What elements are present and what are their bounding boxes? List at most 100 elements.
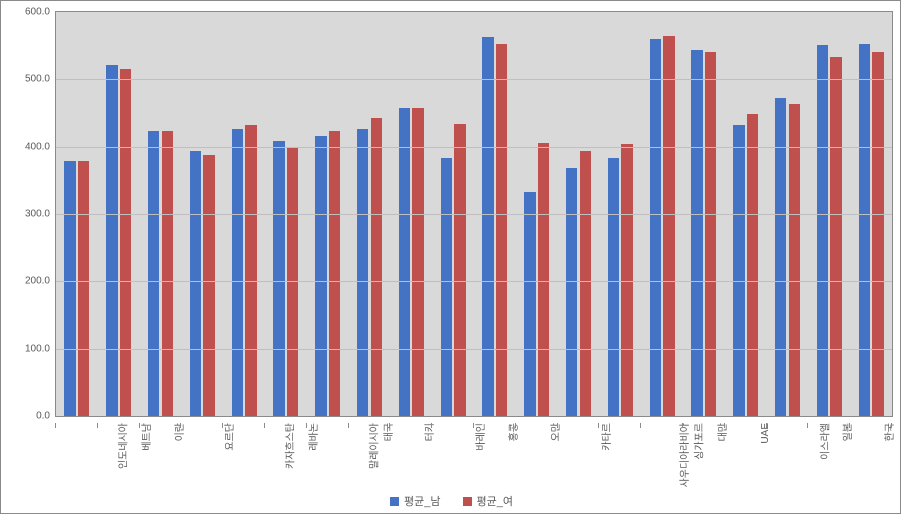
y-tick-label: 400.0 [25, 141, 56, 152]
legend-label: 평균_여 [477, 493, 513, 509]
x-tick-label: 오만 [547, 423, 562, 441]
gridline [56, 79, 892, 80]
bar [371, 118, 383, 416]
x-tick-label: 일본 [839, 423, 854, 441]
bar [538, 143, 550, 416]
bar [203, 155, 215, 416]
x-tick [55, 423, 56, 428]
x-tick [139, 423, 140, 428]
bar [106, 65, 118, 416]
bar [733, 125, 745, 416]
bar [357, 129, 369, 416]
bar [705, 52, 717, 416]
bar [399, 108, 411, 416]
x-tick-label: 대만 [714, 423, 729, 441]
legend-swatch [390, 497, 399, 506]
bar [789, 104, 801, 416]
bar [691, 50, 703, 416]
bar [524, 192, 536, 416]
x-tick-label: 카자흐스탄 [282, 423, 297, 469]
gridline [56, 281, 892, 282]
x-tick [473, 423, 474, 428]
bar [329, 131, 341, 416]
bar [315, 136, 327, 416]
x-tick-label: 사우디아라비아 [676, 423, 691, 487]
x-axis-labels: 인도네시아 베트남 이란 요르단 카자흐스탄 레바논 말레이시아태국 터키 바레인 홍콩 오만 카타르… [55, 423, 891, 493]
y-tick-label: 0.0 [36, 411, 56, 422]
gridline [56, 349, 892, 350]
x-tick [515, 423, 516, 428]
gridline [56, 147, 892, 148]
x-tick-label: 이스라엘 [816, 423, 831, 460]
x-tick [598, 423, 599, 428]
chart-container: 0.0100.0200.0300.0400.0500.0600.0 인도네시아베… [0, 0, 901, 514]
legend-label: 평균_남 [404, 493, 440, 509]
bar [663, 36, 675, 416]
x-tick-label: 한국 [881, 423, 896, 441]
x-tick [97, 423, 98, 428]
x-tick-label: 인도네시아 [114, 423, 129, 469]
bar [621, 144, 633, 416]
bar [872, 52, 884, 416]
x-tick [724, 423, 725, 428]
bar [148, 131, 160, 416]
bar [245, 125, 257, 416]
x-tick-label: 홍콩 [505, 423, 520, 441]
x-tick [682, 423, 683, 428]
x-tick-label: 베트남 [138, 423, 153, 451]
bar [454, 124, 466, 416]
bar [412, 108, 424, 416]
x-tick [891, 423, 892, 428]
bar [482, 37, 494, 416]
x-tick-label: 싱가포르 [690, 423, 705, 460]
x-tick [264, 423, 265, 428]
x-tick-label: 말레이시아 [365, 423, 380, 469]
bar [817, 45, 829, 416]
bar [566, 168, 578, 416]
x-tick-label: 태국 [379, 423, 394, 441]
bar [650, 39, 662, 416]
x-tick-label: 이란 [170, 423, 185, 441]
x-tick-label: 터키 [421, 423, 436, 441]
y-tick-label: 100.0 [25, 343, 56, 354]
bar [441, 158, 453, 416]
x-tick [640, 423, 641, 428]
x-tick [766, 423, 767, 428]
plot-area: 0.0100.0200.0300.0400.0500.0600.0 [55, 11, 893, 417]
x-tick [849, 423, 850, 428]
x-tick [807, 423, 808, 428]
bar [608, 158, 620, 416]
bar [120, 69, 132, 416]
bar [232, 129, 244, 417]
legend-swatch [463, 497, 472, 506]
bar [580, 151, 592, 416]
y-tick-label: 300.0 [25, 209, 56, 220]
y-tick-label: 600.0 [25, 7, 56, 18]
x-tick [389, 423, 390, 428]
x-tick [306, 423, 307, 428]
bar [273, 141, 285, 416]
gridline [56, 214, 892, 215]
bar [78, 161, 90, 416]
bar [162, 131, 174, 416]
x-tick [348, 423, 349, 428]
x-tick-label: 요르단 [221, 423, 236, 451]
x-tick-label: 카타르 [598, 423, 613, 451]
x-tick [222, 423, 223, 428]
x-tick-label: 레바논 [305, 423, 320, 451]
bar [64, 161, 76, 416]
bar [830, 57, 842, 416]
bar [190, 151, 202, 416]
x-tick [557, 423, 558, 428]
x-tick [431, 423, 432, 428]
y-tick-label: 200.0 [25, 276, 56, 287]
bar [747, 114, 759, 416]
legend: 평균_남 평균_여 [1, 493, 901, 509]
x-tick-label: 바레인 [472, 423, 487, 451]
legend-item: 평균_여 [463, 493, 513, 509]
legend-item: 평균_남 [390, 493, 440, 509]
bar [496, 44, 508, 416]
y-tick-label: 500.0 [25, 74, 56, 85]
x-tick [180, 423, 181, 428]
bar [859, 44, 871, 416]
